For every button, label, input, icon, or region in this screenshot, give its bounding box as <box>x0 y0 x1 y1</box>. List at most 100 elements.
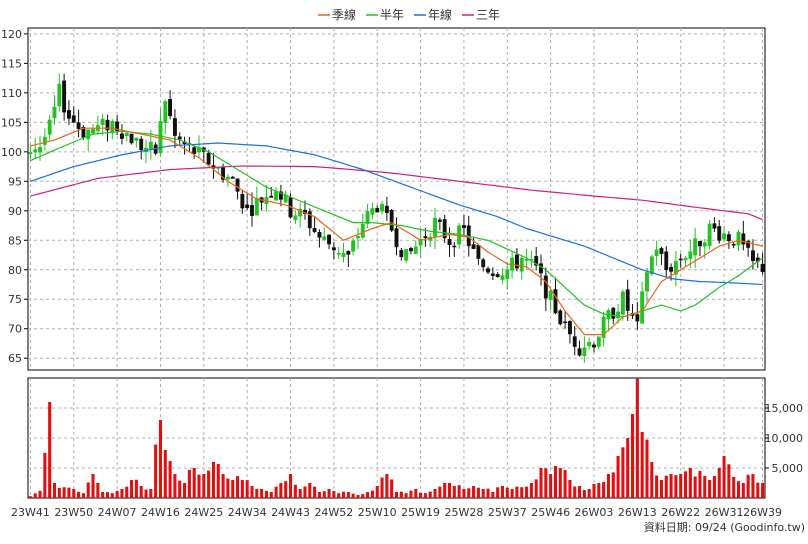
candle-body <box>399 250 404 258</box>
volume-bar <box>568 480 572 498</box>
candle-body <box>481 259 486 268</box>
volume-bar <box>452 486 456 498</box>
candle-body <box>245 204 250 209</box>
candle-body <box>601 316 606 338</box>
volume-bar <box>443 483 447 498</box>
volume-bar <box>510 489 514 498</box>
candle-body <box>225 176 230 180</box>
x-tick-label: 26W31 <box>705 506 744 519</box>
candle-body <box>702 242 707 247</box>
volume-bar <box>438 486 442 498</box>
candle-body <box>134 137 139 141</box>
candle-body <box>640 291 645 324</box>
volume-bar <box>544 468 548 498</box>
candle-body <box>307 211 312 229</box>
volume-bar <box>640 432 644 498</box>
volume-bar <box>722 456 726 498</box>
price-tick-label: 65 <box>8 352 22 365</box>
candle-body <box>452 245 457 248</box>
volume-bar <box>192 468 196 498</box>
volume-bar <box>38 490 42 498</box>
candle-body <box>447 239 452 245</box>
volume-bar <box>399 491 403 498</box>
candle-body <box>413 246 418 255</box>
volume-bar <box>202 474 206 498</box>
volume-bar <box>351 493 355 498</box>
volume-bar <box>727 464 731 498</box>
legend-label-0: 季線 <box>332 7 356 22</box>
volume-bar <box>284 481 288 498</box>
volume-bar <box>698 471 702 498</box>
candle-body <box>317 231 322 238</box>
volume-bar <box>366 492 370 498</box>
volume-bar <box>240 480 244 498</box>
volume-bar <box>86 482 90 498</box>
candle-body <box>394 228 399 248</box>
candle-body <box>437 219 442 222</box>
candle-body <box>486 268 490 273</box>
candle-body <box>611 307 616 319</box>
volume-bar <box>308 483 312 498</box>
volume-bar <box>472 486 476 498</box>
candle-body <box>746 240 751 248</box>
volume-bar <box>48 402 52 498</box>
candle-body <box>567 321 572 335</box>
candle-body <box>351 240 356 252</box>
volume-bar <box>303 486 307 498</box>
volume-bar <box>751 474 755 498</box>
candle-body <box>616 311 621 319</box>
candle-body <box>52 106 57 119</box>
volume-bar <box>134 479 138 498</box>
candle-body <box>230 176 235 179</box>
x-tick-label: 24W43 <box>271 506 310 519</box>
volume-bar <box>616 456 620 498</box>
volume-bar <box>693 476 697 498</box>
candle-body <box>250 205 254 216</box>
volume-bar <box>664 475 668 498</box>
candle-body <box>712 223 717 229</box>
volume-bar <box>173 474 177 498</box>
x-tick-label: 23W41 <box>11 506 50 519</box>
volume-bar <box>645 439 649 498</box>
candle-body <box>375 208 380 213</box>
volume-bar <box>712 475 716 498</box>
price-tick-label: 75 <box>8 293 22 306</box>
candle-body <box>274 191 279 201</box>
candle-body <box>62 80 67 113</box>
candle-body <box>168 99 173 117</box>
candle-body <box>341 252 346 257</box>
candle-body <box>177 136 182 140</box>
volume-bar <box>414 489 418 498</box>
candle-body <box>269 195 274 198</box>
volume-bar <box>655 475 659 498</box>
candle-body <box>100 118 105 126</box>
candle-body <box>678 258 683 261</box>
volume-bar <box>72 489 76 498</box>
candle-body <box>327 234 331 245</box>
volume-bar <box>380 477 384 498</box>
volume-bar <box>139 486 143 498</box>
candle-body <box>278 191 283 200</box>
ma-line-three-year <box>30 165 763 221</box>
volume-bar <box>154 444 158 498</box>
volume-bar <box>327 489 331 498</box>
volume-bar <box>611 472 615 498</box>
candle-body <box>673 261 678 275</box>
candle-body <box>707 223 712 246</box>
candle-body <box>42 136 47 145</box>
volume-bar <box>245 480 249 498</box>
candle-body <box>86 129 91 139</box>
volume-bar <box>563 470 567 498</box>
volume-bar <box>57 487 61 498</box>
volume-bar <box>756 482 760 498</box>
volume-bar <box>322 491 326 498</box>
candle-body <box>235 178 240 192</box>
candle-body <box>543 275 548 299</box>
candle-body <box>365 211 370 224</box>
volume-bar <box>462 489 466 498</box>
candle-body <box>119 133 124 139</box>
candle-body <box>336 253 341 255</box>
volume-bar <box>746 474 750 498</box>
legend-label-2: 年線 <box>428 7 452 22</box>
